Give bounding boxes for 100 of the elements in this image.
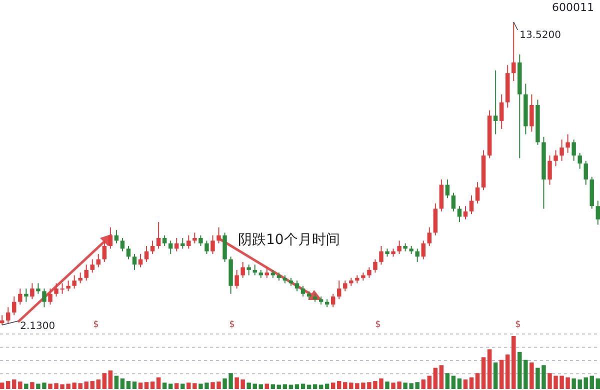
annotation: $ <box>375 320 381 330</box>
bar <box>150 382 155 389</box>
bar <box>427 376 432 389</box>
bar <box>469 377 474 389</box>
candlestick <box>66 280 70 292</box>
candlestick <box>566 134 570 154</box>
candlestick <box>451 192 456 212</box>
candlestick <box>373 258 378 274</box>
candlestick <box>30 282 34 300</box>
bar <box>439 365 444 389</box>
bar <box>294 384 300 389</box>
bar <box>30 382 34 389</box>
candlestick <box>397 240 402 254</box>
candlestick <box>42 288 46 308</box>
bar <box>282 384 288 389</box>
candlestick <box>493 70 498 135</box>
candlestick <box>415 248 420 262</box>
candlestick <box>596 200 600 226</box>
annotation: 13.5200 <box>520 30 561 41</box>
candlestick <box>264 266 270 278</box>
candlestick <box>210 234 215 254</box>
candlestick <box>330 293 336 308</box>
candlestick <box>204 240 209 254</box>
bar <box>162 382 167 389</box>
candlestick <box>48 288 52 306</box>
candlestick <box>234 269 239 290</box>
bar <box>445 373 450 389</box>
bar <box>530 362 534 389</box>
bar <box>120 378 125 389</box>
candlestick <box>421 240 426 260</box>
bar <box>385 382 390 389</box>
bar <box>108 370 113 389</box>
candlestick <box>294 280 300 292</box>
candlestick <box>102 240 107 262</box>
bar <box>493 362 498 389</box>
candlestick <box>12 296 16 316</box>
candlestick <box>530 94 534 132</box>
candlestick <box>186 234 191 250</box>
candlestick <box>6 306 10 324</box>
bar <box>451 376 456 389</box>
candlestick <box>222 232 227 262</box>
bar <box>421 379 426 389</box>
bar <box>318 384 324 389</box>
candlestick <box>337 280 342 300</box>
bar <box>270 384 276 389</box>
candlestick <box>554 150 558 167</box>
candlestick <box>379 245 384 266</box>
bar <box>475 373 480 389</box>
bar <box>312 384 318 389</box>
candlestick <box>572 139 576 162</box>
candlestick <box>475 182 480 204</box>
candlestick <box>469 194 474 215</box>
bar <box>18 382 22 389</box>
bar <box>114 376 119 389</box>
candlestick <box>500 94 504 130</box>
candlestick <box>78 272 82 284</box>
bar <box>300 384 306 389</box>
bar <box>258 384 263 389</box>
candlestick <box>584 160 588 186</box>
bar <box>180 384 185 389</box>
bar <box>144 382 149 389</box>
candlestick <box>180 238 185 250</box>
bar <box>330 382 336 389</box>
candlestick <box>126 245 131 260</box>
bar <box>84 382 88 389</box>
candlestick <box>548 155 552 186</box>
annotation: $ <box>229 320 235 330</box>
bar <box>0 382 4 389</box>
candlestick <box>192 232 197 244</box>
bar <box>288 384 294 389</box>
candlestick <box>108 226 113 250</box>
candlestick <box>144 245 149 262</box>
bar <box>276 384 282 389</box>
bar <box>337 381 342 389</box>
bar <box>174 383 179 389</box>
bar <box>306 384 312 389</box>
annotation: $ <box>93 320 99 330</box>
bar <box>6 381 10 389</box>
bar <box>500 360 504 389</box>
candlestick <box>72 274 76 290</box>
bar <box>90 381 94 389</box>
candlestick <box>367 266 372 278</box>
candlestick <box>433 202 438 236</box>
candlestick <box>578 152 582 170</box>
bar <box>138 382 143 389</box>
candlestick <box>427 226 432 246</box>
candlestick <box>246 264 251 276</box>
bar <box>433 368 438 389</box>
candlestick <box>162 234 167 246</box>
bar <box>481 357 486 389</box>
bar <box>24 384 28 389</box>
candlestick <box>300 285 306 298</box>
candlestick <box>560 139 564 162</box>
bar <box>584 377 588 389</box>
bar <box>96 379 100 389</box>
bar <box>590 376 594 389</box>
annotation: 2.1300 <box>20 321 56 332</box>
candlestick <box>156 222 161 250</box>
bar <box>512 336 516 389</box>
candlestick <box>150 240 155 254</box>
